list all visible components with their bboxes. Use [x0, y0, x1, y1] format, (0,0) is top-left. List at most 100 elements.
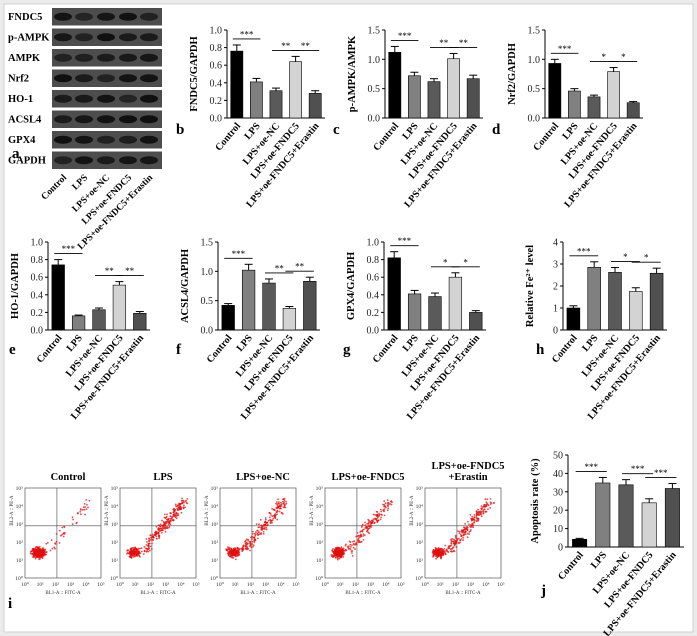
- y-tick-label: 0.0: [210, 114, 223, 125]
- flow-event: [256, 533, 259, 536]
- flow-event: [473, 521, 475, 523]
- significance-mark: *: [463, 257, 468, 267]
- flow-y-tick: 10⁵: [416, 486, 424, 492]
- blot-band: [119, 74, 137, 83]
- bar: [112, 284, 127, 331]
- flow-x-label: BL1-A :: FITC-A: [45, 591, 81, 596]
- flow-event: [29, 551, 32, 553]
- flow-event: [383, 508, 386, 510]
- flow-event: [41, 557, 44, 560]
- bar: [447, 58, 460, 119]
- flow-event: [153, 534, 156, 536]
- flow-event: [381, 514, 383, 516]
- significance-mark: *: [621, 52, 626, 62]
- flow-event: [487, 508, 489, 510]
- flow-event: [486, 498, 489, 501]
- flow-event: [444, 544, 447, 547]
- y-tick-label: 0.2: [367, 308, 380, 319]
- flow-event: [169, 517, 172, 520]
- flow-event: [259, 532, 262, 535]
- flow-x-tick: 10²: [452, 582, 460, 588]
- flow-event: [157, 529, 160, 531]
- flow-event: [34, 553, 36, 555]
- flow-event: [162, 524, 164, 527]
- flow-event: [227, 546, 229, 548]
- flow-x-tick: 10⁰: [421, 581, 430, 588]
- flow-event: [480, 512, 482, 515]
- flow-event: [483, 505, 485, 508]
- flow-event: [173, 511, 175, 514]
- flow-event: [263, 523, 265, 526]
- bar: [408, 75, 421, 119]
- flow-event: [364, 521, 366, 524]
- flow-event: [228, 552, 231, 555]
- flow-event: [133, 553, 136, 556]
- blot-band: [140, 12, 158, 21]
- flow-event: [440, 554, 443, 557]
- blot-band: [119, 12, 137, 21]
- flow-event: [285, 500, 287, 503]
- blot-row-label: AMPK: [8, 53, 41, 64]
- flow-event: [477, 519, 480, 522]
- flow-event: [43, 551, 45, 554]
- flow-event: [354, 543, 357, 546]
- flow-event: [338, 555, 341, 558]
- flow-event: [33, 548, 35, 551]
- bar: [51, 264, 65, 331]
- flow-event: [447, 547, 450, 550]
- flow-event: [336, 558, 339, 561]
- flow-event: [140, 547, 143, 549]
- flow-event: [127, 552, 129, 554]
- flow-y-tick: 10⁵: [211, 486, 219, 492]
- flow-event: [458, 530, 461, 533]
- blot-band: [75, 156, 93, 165]
- flow-event: [332, 548, 334, 550]
- flow-y-label: BL2-A :: PE-A: [10, 495, 15, 526]
- flow-event: [236, 552, 239, 554]
- flow-event: [340, 555, 342, 557]
- flow-y-tick: 10²: [416, 540, 424, 546]
- significance-mark: **: [275, 263, 285, 273]
- flow-event: [88, 499, 91, 502]
- y-axis-label: Relative Fe²⁺ level: [525, 245, 536, 327]
- flow-event: [228, 548, 231, 550]
- flow-event: [268, 512, 271, 514]
- flow-event: [380, 516, 383, 519]
- flow-event: [386, 509, 389, 512]
- flow-event: [276, 503, 279, 506]
- flow-event: [439, 551, 441, 554]
- flow-event: [83, 503, 86, 505]
- panel-label-e: e: [9, 342, 16, 358]
- significance-mark: ***: [577, 246, 591, 256]
- bar: [448, 276, 463, 331]
- flow-event: [40, 550, 43, 553]
- flow-event: [178, 508, 181, 511]
- flow-event: [58, 542, 61, 544]
- y-tick-label: 0.0: [368, 114, 381, 125]
- blot-band: [119, 53, 137, 62]
- flow-event: [168, 525, 171, 527]
- flow-event: [280, 512, 283, 514]
- flow-event: [336, 548, 339, 550]
- flow-event: [462, 539, 464, 541]
- flow-event: [480, 507, 483, 510]
- panel-label-d: d: [492, 122, 501, 138]
- flow-event: [241, 550, 244, 553]
- flow-plot-title: Control: [51, 472, 86, 483]
- flow-event: [146, 541, 148, 543]
- flow-y-tick: 10⁴: [211, 504, 219, 510]
- flow-event: [257, 526, 260, 529]
- flow-event: [180, 508, 183, 510]
- flow-event: [180, 511, 183, 514]
- flow-event: [437, 552, 439, 554]
- flow-event: [470, 529, 472, 531]
- flow-event: [252, 544, 255, 546]
- flow-x-tick: 10¹: [337, 582, 345, 588]
- flow-event: [383, 500, 386, 503]
- flow-event: [457, 537, 460, 540]
- flow-x-tick: 10³: [467, 582, 475, 588]
- flow-y-tick: 10³: [16, 522, 24, 528]
